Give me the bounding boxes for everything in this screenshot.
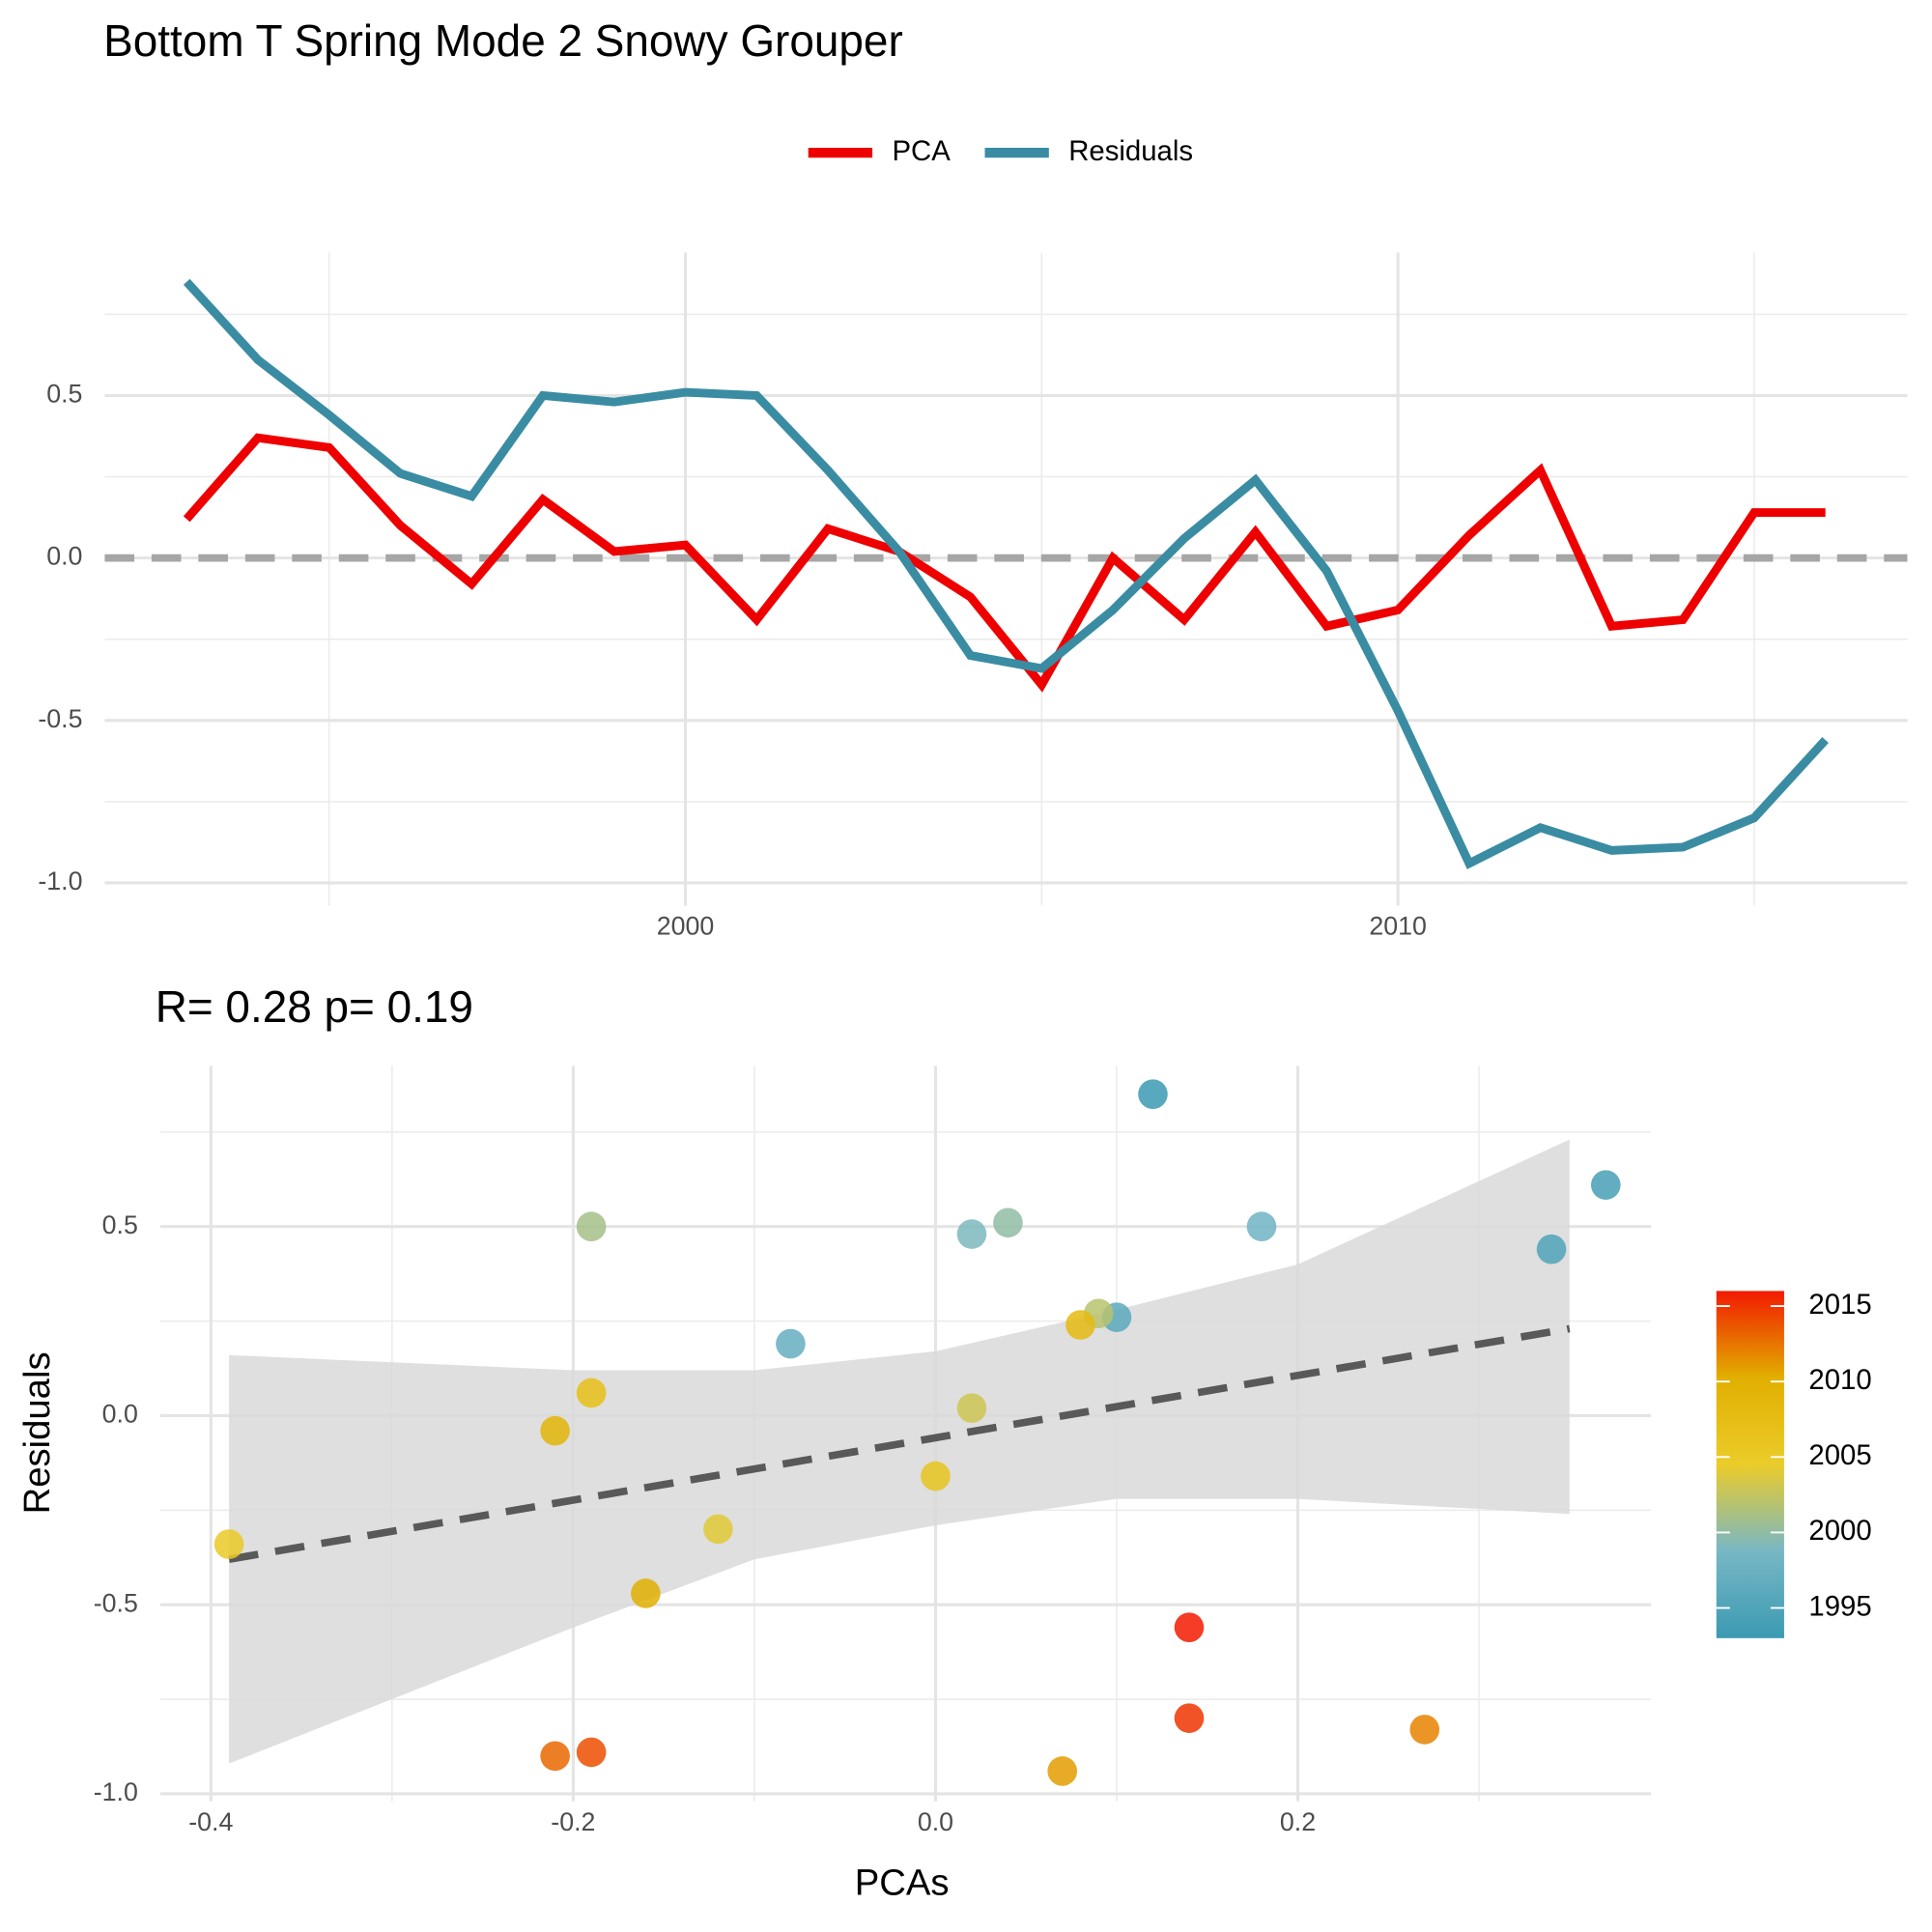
y-tick-label: -1.0: [38, 867, 82, 895]
y-tick-label: -0.5: [94, 1588, 138, 1617]
scatter-point: [1409, 1715, 1440, 1745]
scatter-point: [1047, 1756, 1078, 1786]
scatter-point: [540, 1415, 570, 1446]
scatter-point: [1174, 1703, 1205, 1733]
scatter-point: [1246, 1211, 1277, 1242]
scatter-point: [1536, 1234, 1567, 1264]
colorbar-label: 2005: [1808, 1439, 1871, 1471]
x-tick-label: 0.2: [1280, 1807, 1316, 1836]
fit-line: [228, 1324, 1571, 1564]
series-line: [183, 278, 1829, 869]
y-tick-label: 0.0: [46, 542, 82, 571]
chart-subtitle: R= 0.28 p= 0.19: [156, 981, 473, 1032]
scatter-point: [1590, 1170, 1621, 1200]
scatter-point: [956, 1219, 987, 1249]
series-line: [183, 433, 1826, 693]
x-tick-label: -0.4: [188, 1807, 233, 1836]
x-tick-label: 0.0: [918, 1807, 953, 1836]
scatter-point: [1174, 1612, 1205, 1643]
scatter-point: [540, 1741, 570, 1772]
y-axis-label: Residuals: [16, 1351, 58, 1514]
y-tick-label: 0.5: [102, 1210, 138, 1239]
y-tick-label: 0.5: [46, 380, 82, 409]
confidence-band: [229, 1139, 1570, 1764]
scatter-point: [956, 1393, 987, 1423]
y-tick-label: 0.0: [102, 1400, 138, 1429]
y-tick-label: -0.5: [38, 704, 82, 733]
scatter-point: [213, 1529, 244, 1559]
chart-title: Bottom T Spring Mode 2 Snowy Grouper: [103, 15, 903, 66]
colorbar: [1716, 1291, 1784, 1638]
x-axis-label: PCAs: [855, 1862, 950, 1904]
scatter-point: [1138, 1079, 1168, 1109]
colorbar-label: 1995: [1808, 1590, 1871, 1622]
y-tick-label: -1.0: [94, 1777, 138, 1806]
legend-label: PCA: [892, 135, 951, 167]
legend-label: Residuals: [1068, 135, 1193, 167]
scatter-point: [576, 1211, 607, 1242]
scatter-point: [921, 1461, 951, 1492]
scatter-point: [576, 1737, 607, 1768]
scatter-point: [576, 1378, 607, 1408]
x-tick-label: 2000: [657, 912, 715, 941]
scatter-point: [776, 1328, 806, 1359]
scatter-point: [993, 1208, 1023, 1238]
colorbar-label: 2015: [1808, 1289, 1871, 1321]
scatter-point: [1065, 1310, 1095, 1340]
scatter-point: [631, 1578, 661, 1608]
scatter-point: [703, 1514, 733, 1545]
colorbar-label: 2000: [1808, 1515, 1871, 1547]
x-tick-label: -0.2: [551, 1807, 595, 1836]
x-tick-label: 2010: [1369, 912, 1427, 941]
colorbar-label: 2010: [1808, 1364, 1871, 1396]
